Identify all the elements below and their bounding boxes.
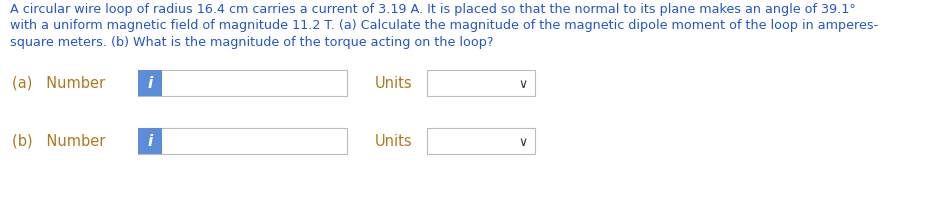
Text: Units: Units — [375, 76, 413, 91]
FancyBboxPatch shape — [427, 128, 535, 154]
Text: i: i — [147, 133, 153, 149]
FancyBboxPatch shape — [427, 70, 535, 96]
Text: (a)   Number: (a) Number — [12, 76, 105, 91]
FancyBboxPatch shape — [138, 128, 162, 154]
Text: i: i — [147, 76, 153, 91]
Text: ∨: ∨ — [519, 137, 527, 149]
Text: A circular wire loop of radius 16.4 cm carries a current of 3.19 A. It is placed: A circular wire loop of radius 16.4 cm c… — [10, 3, 855, 16]
Text: (b)   Number: (b) Number — [12, 133, 106, 149]
FancyBboxPatch shape — [138, 70, 162, 96]
Text: Units: Units — [375, 133, 413, 149]
Text: ∨: ∨ — [519, 78, 527, 92]
Text: square meters. (b) What is the magnitude of the torque acting on the loop?: square meters. (b) What is the magnitude… — [10, 36, 493, 49]
Text: with a uniform magnetic field of magnitude 11.2 T. (a) Calculate the magnitude o: with a uniform magnetic field of magnitu… — [10, 19, 878, 32]
